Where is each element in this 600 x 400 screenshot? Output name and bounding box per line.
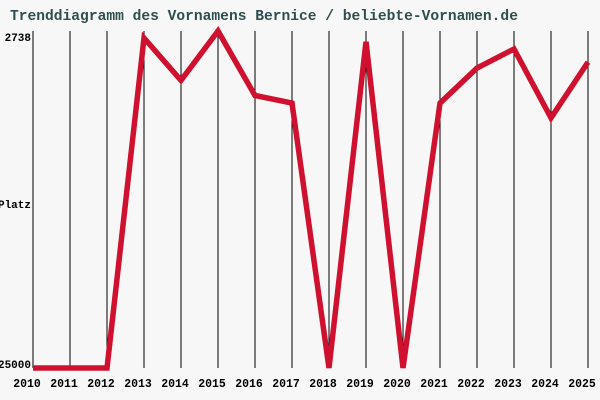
x-tick-2011: 2011 [50,378,78,391]
x-tick-2022: 2022 [457,378,485,391]
x-tick-2016: 2016 [235,378,263,391]
x-tick-2010: 2010 [13,378,41,391]
x-tick-2020: 2020 [383,378,411,391]
x-tick-2024: 2024 [531,378,559,391]
x-tick-2021: 2021 [420,378,448,391]
x-tick-2014: 2014 [161,378,189,391]
x-tick-2017: 2017 [272,378,300,391]
y-axis-title: Platz [0,200,31,212]
x-tick-2012: 2012 [87,378,115,391]
x-tick-2025: 2025 [568,378,596,391]
x-tick-2013: 2013 [124,378,152,391]
x-tick-2018: 2018 [309,378,337,391]
trend-line-Bernice [33,26,591,371]
x-tick-2019: 2019 [346,378,374,391]
y-axis-top-label: 2738 [4,33,31,45]
chart-title: Trenddiagramm des Vornamens Bernice / be… [10,9,518,25]
y-axis-bottom-label: 25000 [0,360,31,372]
x-tick-2015: 2015 [198,378,226,391]
x-tick-2023: 2023 [494,378,522,391]
